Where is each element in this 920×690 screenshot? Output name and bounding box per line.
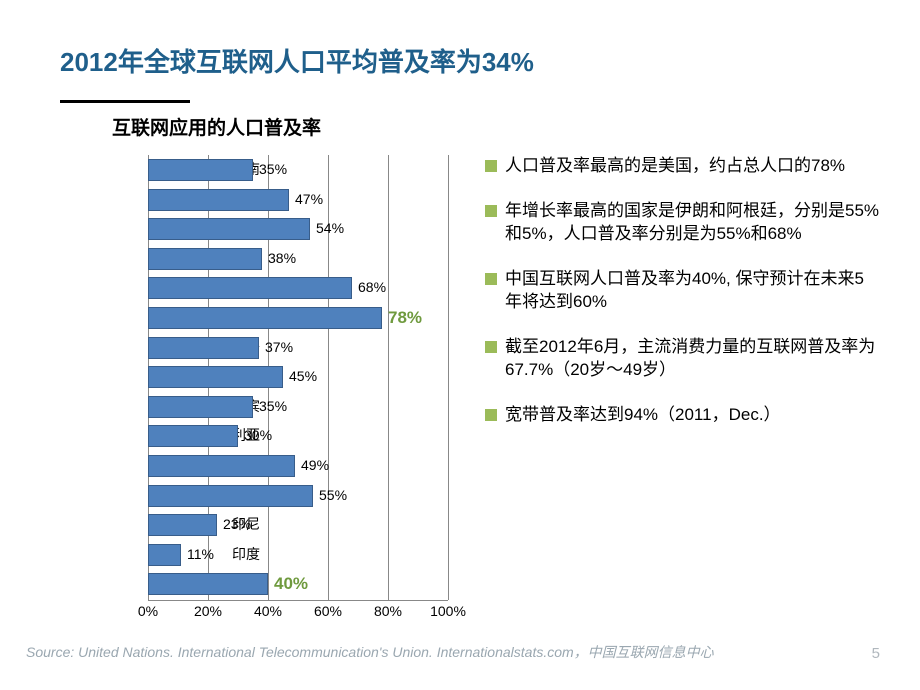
x-axis-tick: 20% (188, 603, 228, 619)
gridline (388, 155, 389, 600)
bullet-item: 宽带普及率达到94%（2011，Dec.） (485, 404, 880, 427)
bar-value: 30% (244, 421, 272, 451)
bar (148, 248, 262, 270)
bar-value: 47% (295, 185, 323, 215)
bar-value: 54% (316, 214, 344, 244)
bullet-item: 年增长率最高的国家是伊朗和阿根廷，分别是55%和5%，人口普及率分别是为55%和… (485, 200, 880, 246)
bar-value: 38% (268, 244, 296, 274)
bullet-text: 宽带普及率达到94%（2011，Dec.） (505, 405, 781, 424)
bullet-item: 人口普及率最高的是美国，约占总人口的78% (485, 155, 880, 178)
bullet-marker-icon (485, 205, 497, 217)
bar (148, 396, 253, 418)
bullet-text: 年增长率最高的国家是伊朗和阿根廷，分别是55%和5%，人口普及率分别是为55%和… (505, 201, 879, 243)
bar-value: 55% (319, 481, 347, 511)
bullet-marker-icon (485, 409, 497, 421)
bar (148, 485, 313, 507)
bar (148, 425, 238, 447)
x-axis-tick: 80% (368, 603, 408, 619)
slide: 2012年全球互联网人口平均普及率为34% 互联网应用的人口普及率 越南35%土… (0, 0, 920, 690)
bullet-marker-icon (485, 160, 497, 172)
bullet-text: 中国互联网人口普及率为40%, 保守预计在未来5年将达到60% (505, 269, 864, 311)
x-axis-tick: 0% (128, 603, 168, 619)
bar-value: 40% (274, 569, 308, 599)
bar (148, 514, 217, 536)
bar (148, 366, 283, 388)
bar-value: 78% (388, 303, 422, 333)
bar-value: 68% (358, 273, 386, 303)
bullet-item: 截至2012年6月，主流消费力量的互联网普及率为67.7%（20岁～49岁） (485, 336, 880, 382)
bar (148, 277, 352, 299)
bullet-item: 中国互联网人口普及率为40%, 保守预计在未来5年将达到60% (485, 268, 880, 314)
bullet-marker-icon (485, 273, 497, 285)
bar (148, 218, 310, 240)
bar-value: 45% (289, 362, 317, 392)
gridline (448, 155, 449, 600)
bar (148, 455, 295, 477)
title-underline (60, 100, 190, 103)
bar (148, 337, 259, 359)
x-axis-tick: 60% (308, 603, 348, 619)
page-number: 5 (872, 645, 880, 662)
bar-value: 11% (187, 540, 214, 570)
source-text: Source: United Nations. International Te… (26, 642, 714, 662)
slide-title: 2012年全球互联网人口平均普及率为34% (60, 42, 534, 79)
bar (148, 573, 268, 595)
bar (148, 189, 289, 211)
plot-area: 越南35%土耳其47%哥伦比亚54%埃及38%阿根廷68%美国78%墨西哥37%… (148, 155, 448, 601)
bullet-text: 截至2012年6月，主流消费力量的互联网普及率为67.7%（20岁～49岁） (505, 337, 875, 379)
bar (148, 544, 181, 566)
bar (148, 159, 253, 181)
x-axis-tick: 100% (428, 603, 468, 619)
bar-value: 35% (259, 392, 287, 422)
bar-chart: 越南35%土耳其47%哥伦比亚54%埃及38%阿根廷68%美国78%墨西哥37%… (30, 155, 450, 625)
bar-value: 35% (259, 155, 287, 185)
x-axis-tick: 40% (248, 603, 288, 619)
bar-value: 49% (301, 451, 329, 481)
bar-value: 23% (223, 510, 251, 540)
bullet-marker-icon (485, 341, 497, 353)
bar (148, 307, 382, 329)
bullet-text: 人口普及率最高的是美国，约占总人口的78% (505, 156, 845, 175)
bar-value: 37% (265, 333, 293, 363)
bullet-list: 人口普及率最高的是美国，约占总人口的78% 年增长率最高的国家是伊朗和阿根廷，分别… (485, 155, 880, 449)
chart-title: 互联网应用的人口普及率 (112, 113, 321, 140)
